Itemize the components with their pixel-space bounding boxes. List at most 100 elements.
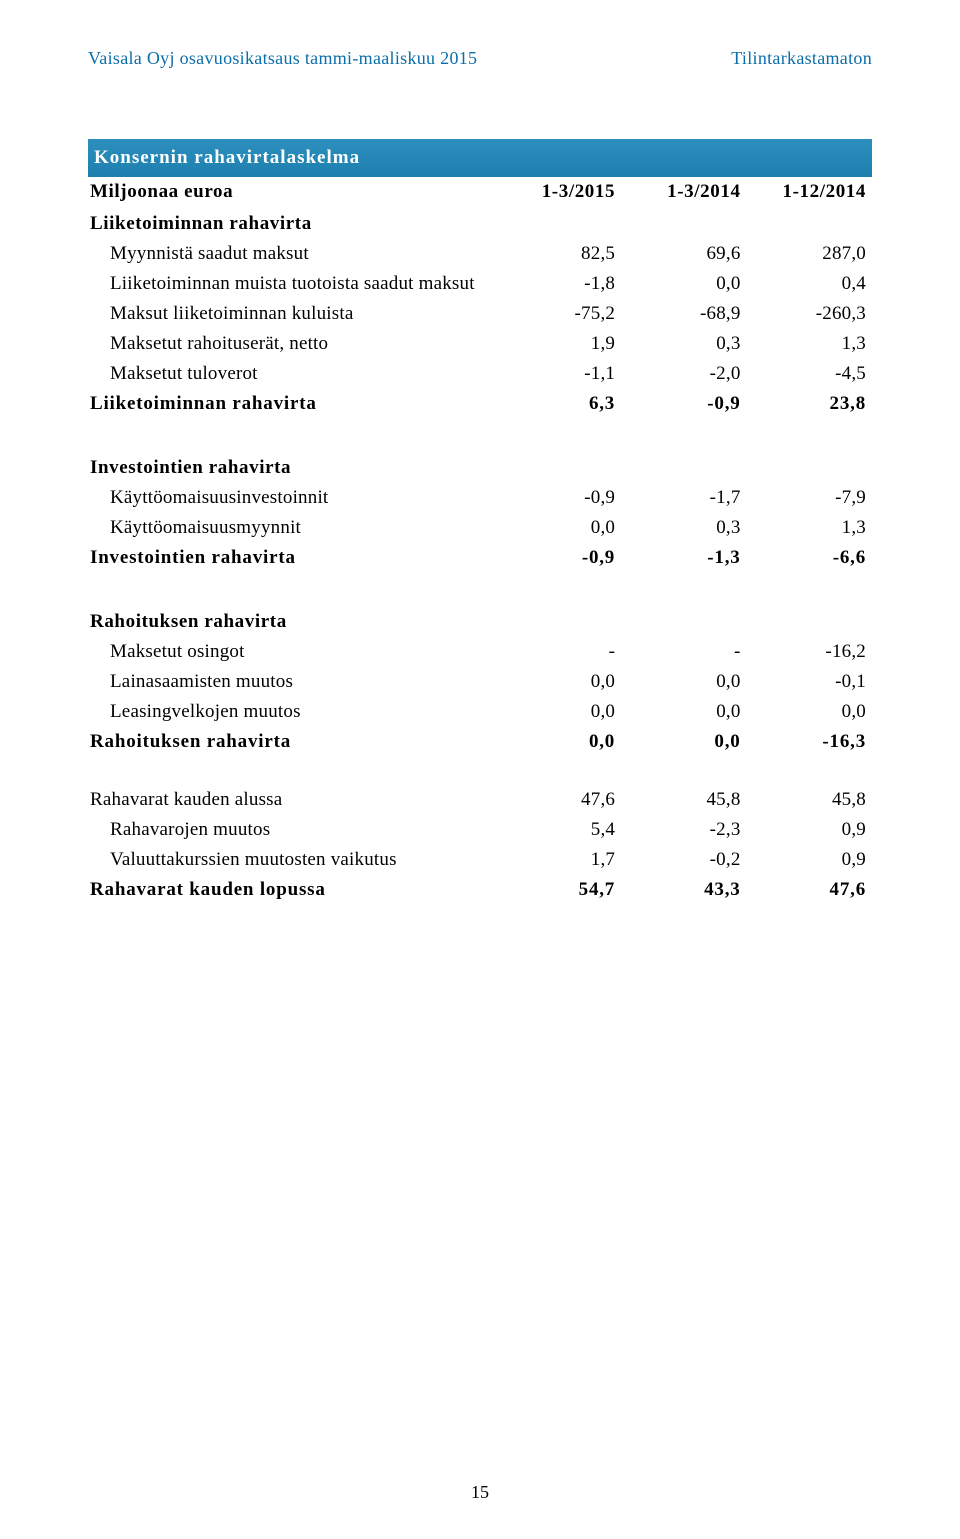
total-label: Investointien rahavirta [88, 543, 496, 573]
table-row: Lainasaamisten muutos0,00,0-0,1 [88, 667, 872, 697]
row-label: Leasingvelkojen muutos [88, 697, 496, 727]
row-value: 0,0 [621, 667, 746, 697]
total-value: 23,8 [747, 389, 872, 419]
row-value: 0,4 [747, 269, 872, 299]
total-label: Rahoituksen rahavirta [88, 727, 496, 757]
row-value: 0,3 [621, 513, 746, 543]
total-value: 0,0 [496, 727, 621, 757]
row-value: -1,7 [621, 483, 746, 513]
row-value: -2,0 [621, 359, 746, 389]
row-value: 45,8 [747, 785, 872, 815]
section-heading-row: Liiketoiminnan rahavirta [88, 207, 872, 239]
col-header-label: Miljoonaa euroa [88, 177, 496, 207]
total-label: Liiketoiminnan rahavirta [88, 389, 496, 419]
row-value: 287,0 [747, 239, 872, 269]
row-value: 0,0 [496, 513, 621, 543]
page-number: 15 [0, 1482, 960, 1503]
row-value: -68,9 [621, 299, 746, 329]
table-title: Konsernin rahavirtalaskelma [88, 139, 872, 177]
cashflow-table-wrap: Konsernin rahavirtalaskelmaMiljoonaa eur… [88, 139, 872, 905]
header-right: Tilintarkastamaton [731, 48, 872, 69]
row-value: 45,8 [621, 785, 746, 815]
table-row: Maksut liiketoiminnan kuluista-75,2-68,9… [88, 299, 872, 329]
row-value: 0,0 [496, 667, 621, 697]
row-value: 0,0 [747, 697, 872, 727]
table-row: Maksetut osingot---16,2 [88, 637, 872, 667]
table-row: Maksetut rahoituserät, netto1,90,31,3 [88, 329, 872, 359]
col-header-p1: 1-3/2015 [496, 177, 621, 207]
total-value: -16,3 [747, 727, 872, 757]
row-value: 1,9 [496, 329, 621, 359]
total-value: -0,9 [496, 543, 621, 573]
row-label: Rahavarat kauden alussa [88, 785, 496, 815]
row-value: -4,5 [747, 359, 872, 389]
total-value: 0,0 [621, 727, 746, 757]
spacer [88, 757, 872, 785]
row-value: -2,3 [621, 815, 746, 845]
row-label: Lainasaamisten muutos [88, 667, 496, 697]
total-value: 6,3 [496, 389, 621, 419]
total-value: 47,6 [747, 875, 872, 905]
total-label: Rahavarat kauden lopussa [88, 875, 496, 905]
row-value: 1,3 [747, 513, 872, 543]
row-value: 0,0 [496, 697, 621, 727]
row-value: 47,6 [496, 785, 621, 815]
row-value: - [621, 637, 746, 667]
row-value: - [496, 637, 621, 667]
section-heading-row: Investointien rahavirta [88, 451, 872, 483]
row-label: Myynnistä saadut maksut [88, 239, 496, 269]
section-total-row: Rahoituksen rahavirta0,00,0-16,3 [88, 727, 872, 757]
total-value: -6,6 [747, 543, 872, 573]
total-value: 43,3 [621, 875, 746, 905]
total-value: -0,9 [621, 389, 746, 419]
row-value: 1,3 [747, 329, 872, 359]
row-label: Käyttöomaisuusinvestoinnit [88, 483, 496, 513]
table-row: Valuuttakurssien muutosten vaikutus1,7-0… [88, 845, 872, 875]
row-value: -0,2 [621, 845, 746, 875]
table-row: Rahavarat kauden alussa47,645,845,8 [88, 785, 872, 815]
row-label: Maksetut rahoituserät, netto [88, 329, 496, 359]
cashflow-tbody: Konsernin rahavirtalaskelmaMiljoonaa eur… [88, 139, 872, 905]
row-value: 82,5 [496, 239, 621, 269]
section-heading-row: Rahoituksen rahavirta [88, 605, 872, 637]
row-value: 0,9 [747, 845, 872, 875]
table-row: Rahavarojen muutos5,4-2,30,9 [88, 815, 872, 845]
row-value: 0,0 [621, 697, 746, 727]
table-row: Käyttöomaisuusmyynnit0,00,31,3 [88, 513, 872, 543]
column-header-row: Miljoonaa euroa1-3/20151-3/20141-12/2014 [88, 177, 872, 207]
table-row: Leasingvelkojen muutos0,00,00,0 [88, 697, 872, 727]
row-value: -0,1 [747, 667, 872, 697]
section-heading: Investointien rahavirta [88, 451, 872, 483]
row-value: -0,9 [496, 483, 621, 513]
row-label: Liiketoiminnan muista tuotoista saadut m… [88, 269, 496, 299]
total-value: -1,3 [621, 543, 746, 573]
section-total-row: Investointien rahavirta-0,9-1,3-6,6 [88, 543, 872, 573]
row-value: -16,2 [747, 637, 872, 667]
row-value: -7,9 [747, 483, 872, 513]
row-label: Käyttöomaisuusmyynnit [88, 513, 496, 543]
row-value: 0,0 [621, 269, 746, 299]
spacer [88, 419, 872, 451]
table-row: Myynnistä saadut maksut82,569,6287,0 [88, 239, 872, 269]
row-value: 0,3 [621, 329, 746, 359]
page-header: Vaisala Oyj osavuosikatsaus tammi-maalis… [88, 48, 872, 69]
document-page: Vaisala Oyj osavuosikatsaus tammi-maalis… [0, 0, 960, 1539]
row-value: 1,7 [496, 845, 621, 875]
row-value: 5,4 [496, 815, 621, 845]
section-total-row: Rahavarat kauden lopussa54,743,347,6 [88, 875, 872, 905]
row-value: 69,6 [621, 239, 746, 269]
row-label: Maksut liiketoiminnan kuluista [88, 299, 496, 329]
table-row: Liiketoiminnan muista tuotoista saadut m… [88, 269, 872, 299]
row-value: -75,2 [496, 299, 621, 329]
table-row: Maksetut tuloverot-1,1-2,0-4,5 [88, 359, 872, 389]
table-row: Käyttöomaisuusinvestoinnit-0,9-1,7-7,9 [88, 483, 872, 513]
section-total-row: Liiketoiminnan rahavirta6,3-0,923,8 [88, 389, 872, 419]
header-left: Vaisala Oyj osavuosikatsaus tammi-maalis… [88, 48, 477, 69]
spacer [88, 573, 872, 605]
col-header-p3: 1-12/2014 [747, 177, 872, 207]
section-heading: Rahoituksen rahavirta [88, 605, 872, 637]
row-value: 0,9 [747, 815, 872, 845]
row-value: -1,8 [496, 269, 621, 299]
row-label: Valuuttakurssien muutosten vaikutus [88, 845, 496, 875]
cashflow-table: Konsernin rahavirtalaskelmaMiljoonaa eur… [88, 139, 872, 905]
